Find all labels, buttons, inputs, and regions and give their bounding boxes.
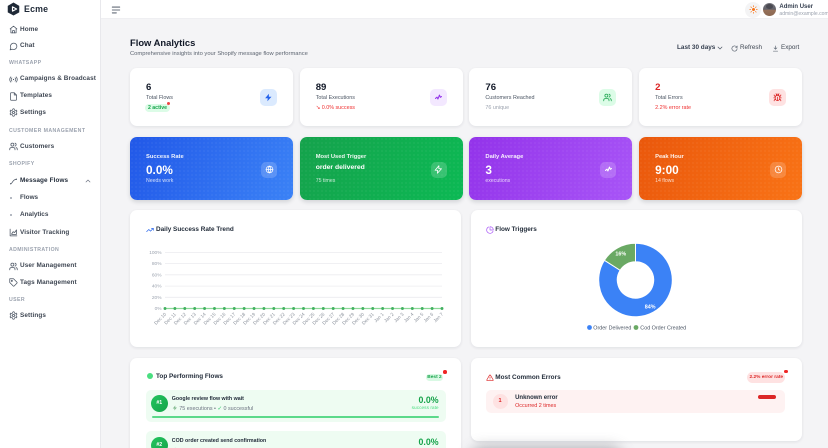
svg-text:16%: 16%	[616, 251, 627, 257]
svg-text:60%: 60%	[152, 272, 162, 278]
svg-text:80%: 80%	[152, 261, 162, 267]
svg-text:Jan 6: Jan 6	[423, 311, 435, 323]
svg-text:20%: 20%	[152, 294, 162, 300]
svg-text:0%: 0%	[155, 306, 163, 312]
svg-text:Order Delivered: Order Delivered	[594, 325, 632, 331]
svg-text:Jan 3: Jan 3	[393, 311, 405, 323]
svg-text:100%: 100%	[149, 250, 162, 256]
svg-text:Jan 2: Jan 2	[383, 311, 395, 323]
svg-text:Jan 4: Jan 4	[403, 311, 415, 323]
svg-text:Jan 5: Jan 5	[413, 311, 425, 323]
svg-text:Jan 1: Jan 1	[373, 311, 385, 323]
svg-text:Jan 7: Jan 7	[433, 311, 445, 323]
svg-text:40%: 40%	[152, 283, 162, 289]
svg-text:84%: 84%	[645, 304, 656, 310]
svg-text:Cod Order Created: Cod Order Created	[641, 325, 687, 331]
